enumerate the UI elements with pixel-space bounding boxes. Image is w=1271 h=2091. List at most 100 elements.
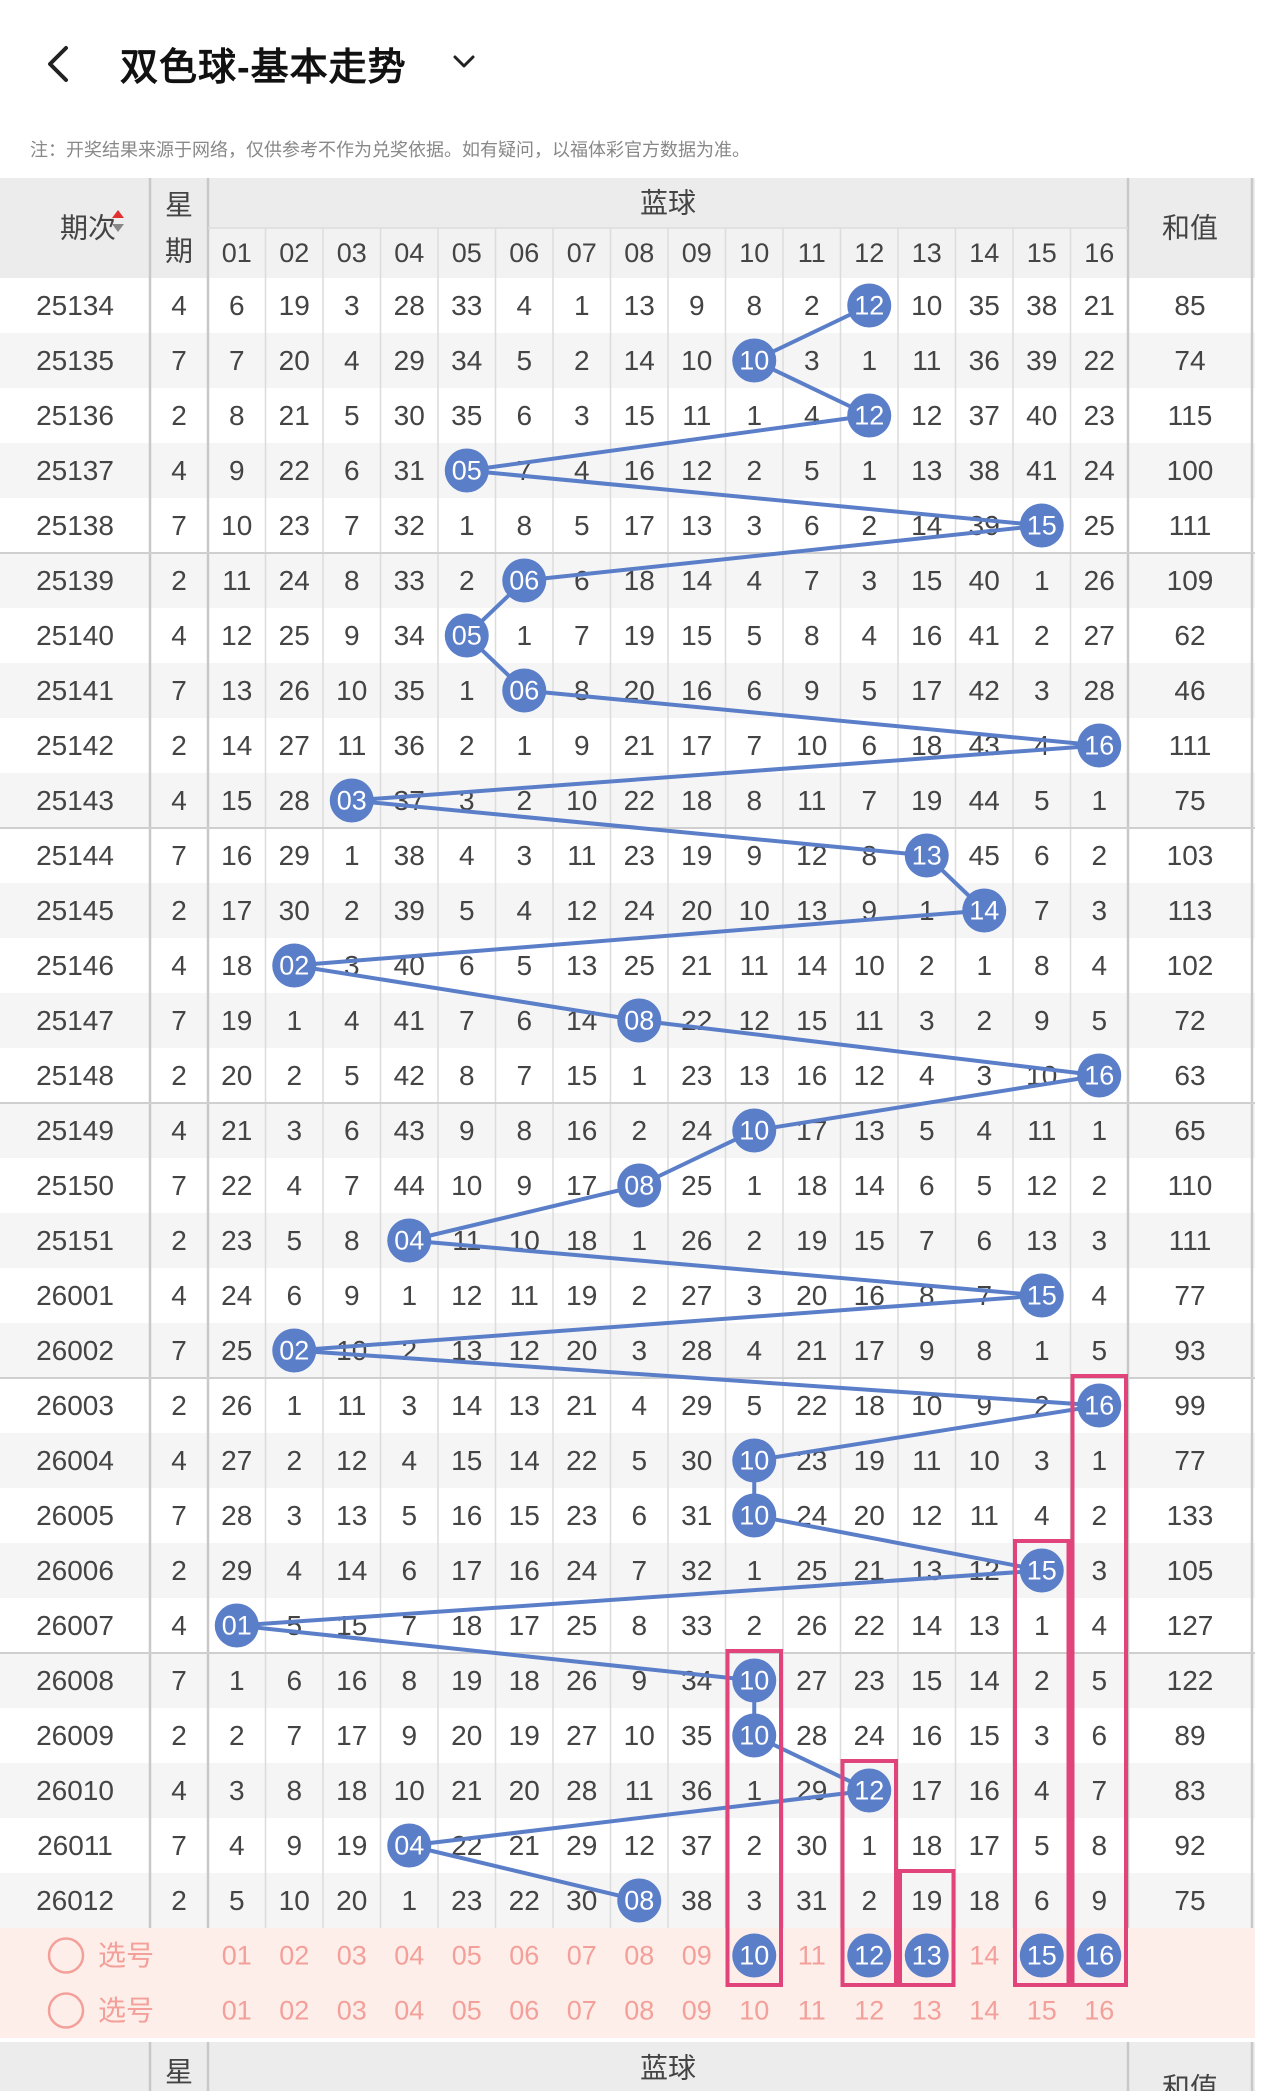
picker-ball-selected[interactable] — [904, 1933, 949, 1978]
miss-count-cell: 10 — [969, 1445, 1000, 1476]
miss-count-cell: 10 — [854, 950, 885, 981]
period-cell: 25148 — [36, 1060, 114, 1091]
picker-number[interactable]: 02 — [279, 1996, 309, 2026]
miss-count-cell: 1 — [631, 1060, 647, 1091]
miss-count-cell: 31 — [394, 455, 425, 486]
miss-count-cell: 4 — [1091, 950, 1107, 981]
blue-ball — [732, 1108, 777, 1153]
miss-count-cell: 4 — [1034, 1775, 1050, 1806]
trend-line — [234, 303, 1102, 1903]
picker-number[interactable]: 16 — [1084, 1996, 1114, 2026]
picker-ball-number[interactable]: 15 — [1027, 1941, 1057, 1971]
picker-number[interactable]: 06 — [509, 1941, 539, 1971]
table-row — [0, 1323, 1255, 1378]
picker-number[interactable]: 10 — [739, 1996, 769, 2026]
header-week-top-repeat: 星 — [165, 2057, 193, 2088]
miss-count-cell: 11 — [740, 950, 769, 981]
picker-number[interactable]: 07 — [567, 1941, 597, 1971]
picker-number[interactable]: 12 — [854, 1996, 884, 2026]
sort-down-icon[interactable] — [112, 224, 124, 232]
miss-count-cell: 23 — [1084, 400, 1115, 431]
miss-count-cell: 28 — [1084, 675, 1115, 706]
picker-ball-selected[interactable] — [847, 1933, 892, 1978]
picker-number[interactable]: 14 — [969, 1996, 999, 2026]
miss-count-cell: 44 — [969, 785, 1000, 816]
picker-number[interactable]: 07 — [567, 1996, 597, 2026]
picker-ball-selected[interactable] — [732, 1933, 777, 1978]
miss-count-cell: 23 — [279, 510, 310, 541]
picker-ball-selected[interactable] — [1019, 1933, 1064, 1978]
picker-number[interactable]: 05 — [452, 1996, 482, 2026]
page-title[interactable]: 双色球-基本走势 — [120, 47, 407, 89]
picker-number[interactable]: 09 — [682, 1996, 712, 2026]
miss-count-cell: 1 — [459, 510, 475, 541]
back-chevron-icon[interactable] — [44, 44, 74, 84]
picker-number[interactable]: 09 — [682, 1941, 712, 1971]
miss-count-cell: 7 — [746, 730, 762, 761]
miss-count-cell: 14 — [221, 730, 252, 761]
picker-number[interactable]: 04 — [394, 1996, 424, 2026]
miss-count-cell: 21 — [624, 730, 655, 761]
picker-number[interactable]: 03 — [337, 1941, 367, 1971]
picker-radio[interactable] — [47, 1937, 85, 1974]
picker-number[interactable]: 06 — [509, 1996, 539, 2026]
picker-ball-number[interactable]: 10 — [739, 1941, 769, 1971]
picker-number[interactable]: 15 — [1027, 1996, 1057, 2026]
period-cell: 25150 — [36, 1170, 114, 1201]
sum-cell: 85 — [1174, 290, 1205, 321]
miss-count-cell: 2 — [746, 1610, 762, 1641]
miss-count-cell: 17 — [336, 1720, 367, 1751]
miss-count-cell: 4 — [1034, 1500, 1050, 1531]
chevron-down-icon[interactable] — [452, 54, 476, 70]
picker-ball-selected[interactable] — [1077, 1933, 1122, 1978]
picker-number[interactable]: 05 — [452, 1941, 482, 1971]
picker-number[interactable]: 04 — [394, 1941, 424, 1971]
sum-cell: 111 — [1169, 730, 1212, 761]
picker-number[interactable]: 14 — [969, 1941, 999, 1971]
miss-count-cell: 18 — [221, 950, 252, 981]
period-cell: 26004 — [36, 1445, 114, 1476]
miss-count-cell: 1 — [344, 840, 360, 871]
miss-count-cell: 18 — [566, 1225, 597, 1256]
miss-count-cell: 7 — [1091, 1775, 1107, 1806]
picker-number[interactable]: 13 — [912, 1996, 942, 2026]
blue-ball — [502, 558, 547, 603]
miss-count-cell: 40 — [969, 565, 1000, 596]
miss-count-cell: 10 — [681, 345, 712, 376]
picker-label[interactable]: 选号 — [98, 1940, 154, 1971]
picker-number[interactable]: 02 — [279, 1941, 309, 1971]
sum-cell: 63 — [1174, 1060, 1205, 1091]
picker-number[interactable]: 01 — [222, 1941, 252, 1971]
picker-ball-number[interactable]: 13 — [912, 1941, 942, 1971]
picker-label[interactable]: 选号 — [98, 1995, 154, 2026]
miss-count-cell: 28 — [279, 785, 310, 816]
miss-count-cell: 2 — [919, 950, 935, 981]
picker-number[interactable]: 03 — [337, 1996, 367, 2026]
miss-count-cell: 13 — [221, 675, 252, 706]
miss-count-cell: 10 — [739, 895, 770, 926]
picker-number[interactable]: 11 — [798, 1996, 826, 2026]
picker-ball-number[interactable]: 16 — [1084, 1941, 1114, 1971]
picker-number[interactable]: 11 — [798, 1941, 826, 1971]
miss-count-cell: 11 — [912, 1445, 941, 1476]
miss-count-cell: 19 — [624, 620, 655, 651]
miss-count-cell: 15 — [509, 1500, 540, 1531]
picker-ball-number[interactable]: 12 — [854, 1941, 884, 1971]
picker-number[interactable]: 01 — [222, 1996, 252, 2026]
miss-count-cell: 4 — [344, 345, 360, 376]
miss-count-cell: 3 — [976, 1060, 992, 1091]
picker-radio[interactable] — [47, 1992, 85, 2029]
sort-up-icon[interactable] — [112, 210, 124, 218]
picker-number[interactable]: 08 — [624, 1996, 654, 2026]
header-period-label: 期次 — [60, 213, 116, 244]
app-header: 双色球-基本走势 注：开奖结果来源于网络，仅供参考不作为兑奖依据。如有疑问，以福… — [0, 0, 1271, 160]
sum-cell: 75 — [1174, 785, 1205, 816]
picker-number[interactable]: 08 — [624, 1941, 654, 1971]
header-number-13: 13 — [912, 238, 942, 268]
miss-count-cell: 1 — [459, 675, 475, 706]
miss-count-cell: 5 — [976, 1170, 992, 1201]
miss-count-cell: 15 — [624, 400, 655, 431]
miss-count-cell: 5 — [1034, 785, 1050, 816]
header-blue-ball-label-repeat: 蓝球 — [640, 2053, 696, 2084]
blue-ball-number: 01 — [222, 1611, 252, 1641]
